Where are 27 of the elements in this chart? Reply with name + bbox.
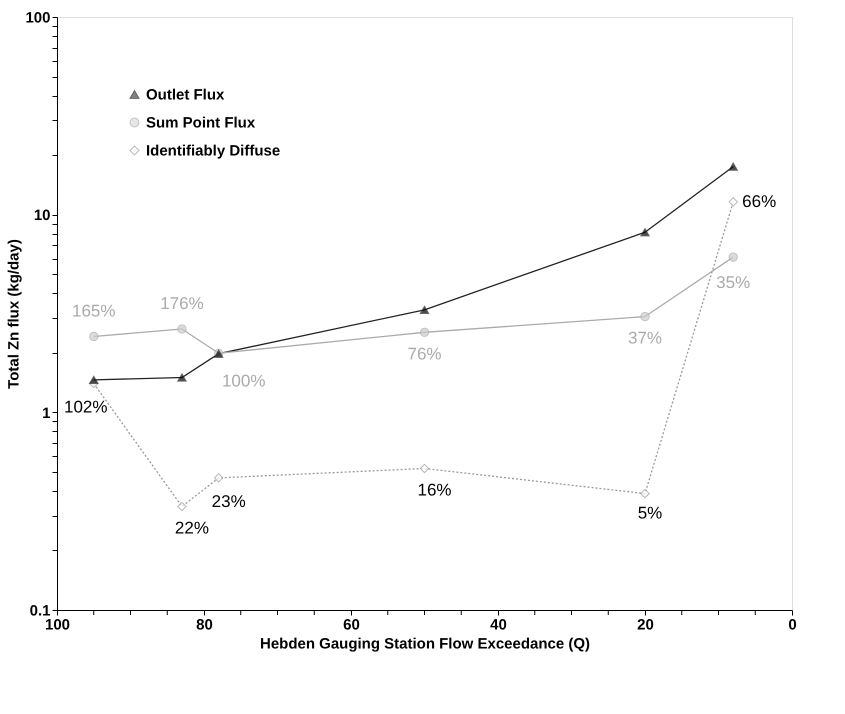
annotation: 5% <box>638 504 662 523</box>
x-tick-label: 100 <box>44 616 70 634</box>
y-tick-label: 10 <box>34 207 50 224</box>
annotation: 176% <box>160 294 204 313</box>
y-tick-label: 0.1 <box>30 602 50 620</box>
x-tick-label: 80 <box>196 616 213 634</box>
legend-label: Identifiably Diffuse <box>146 142 280 160</box>
annotation: 16% <box>417 480 452 500</box>
x-tick-label: 40 <box>490 616 507 634</box>
x-tick-label: 20 <box>637 616 654 634</box>
y-axis-title: Total Zn flux (kg/day) <box>5 239 22 389</box>
annotation: 22% <box>174 518 209 538</box>
annotation: 23% <box>212 492 246 511</box>
annotation: 100% <box>222 371 266 390</box>
x-axis-title: Hebden Gauging Station Flow Exceedance (Q) <box>260 636 590 652</box>
annotation: 76% <box>407 344 442 364</box>
x-tick-label: 0 <box>788 616 797 634</box>
annotation: 102% <box>64 397 108 416</box>
x-tick-label: 60 <box>343 616 360 634</box>
y-tick-label: 1 <box>42 404 50 422</box>
legend-label: Outlet Flux <box>146 86 225 104</box>
annotation: 37% <box>628 328 662 348</box>
annotation: 66% <box>742 192 776 211</box>
legend-label: Sum Point Flux <box>146 114 256 132</box>
y-tick-label: 100 <box>25 10 50 26</box>
annotation: 35% <box>716 273 750 292</box>
annotation: 165% <box>72 301 116 320</box>
